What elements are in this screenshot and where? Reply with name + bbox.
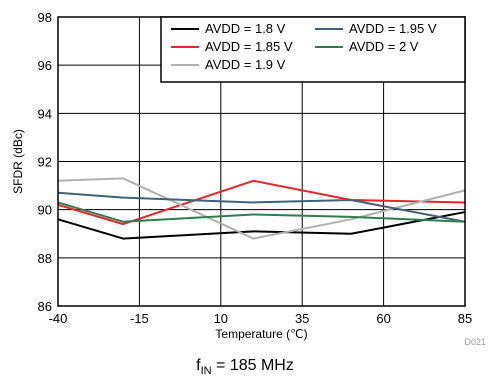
series-line-1 xyxy=(57,211,466,240)
legend-box xyxy=(160,16,466,83)
x-tick-label: -15 xyxy=(130,311,149,326)
legend-entry: AVDD = 1.9 V xyxy=(205,57,286,72)
series-line-5 xyxy=(57,201,466,223)
legend: AVDD = 1.8 V AVDD = 1.85 V AVDD = 1.9 V AVD… xyxy=(160,16,466,83)
y-axis-label: SFDR (dBc) xyxy=(11,129,25,194)
legend-entry: AVDD = 1.95 V xyxy=(349,21,437,36)
x-tick-label: 10 xyxy=(214,311,228,326)
legend-entry: AVDD = 1.85 V xyxy=(205,39,293,54)
legend-entry: AVDD = 2 V xyxy=(349,39,419,54)
x-axis-label: Temperature (℃) xyxy=(215,327,307,341)
y-tick-label: 96 xyxy=(38,58,52,73)
input-frequency-caption: fIN = 185 MHz xyxy=(0,357,490,377)
sfdr-vs-temperature-chart: -40 -15 10 35 60 85 86 88 90 92 94 96 98 Temperatur… xyxy=(11,10,486,347)
figure-code: D021 xyxy=(464,337,486,347)
series-line-4 xyxy=(57,191,466,223)
series-layer xyxy=(57,177,466,240)
series-line-3 xyxy=(57,177,466,240)
x-tick-label: 85 xyxy=(458,311,472,326)
y-tick-label: 86 xyxy=(38,299,52,314)
x-tick-label: 60 xyxy=(376,311,390,326)
caption-suffix: = 185 MHz xyxy=(211,357,294,374)
x-tick-label: -40 xyxy=(49,311,68,326)
legend-entry: AVDD = 1.8 V xyxy=(205,21,286,36)
x-tick-label: 35 xyxy=(295,311,309,326)
x-tick-labels: -40 -15 10 35 60 85 xyxy=(49,311,473,326)
caption-subscript: IN xyxy=(200,365,212,378)
y-tick-label: 92 xyxy=(38,155,52,170)
y-tick-label: 90 xyxy=(38,203,52,218)
y-tick-labels: 86 88 90 92 94 96 98 xyxy=(38,10,52,314)
y-tick-label: 98 xyxy=(38,10,52,25)
y-tick-label: 94 xyxy=(38,106,52,121)
y-tick-label: 88 xyxy=(38,251,52,266)
series-line-2 xyxy=(57,179,466,226)
caption-prefix: f xyxy=(196,357,201,374)
